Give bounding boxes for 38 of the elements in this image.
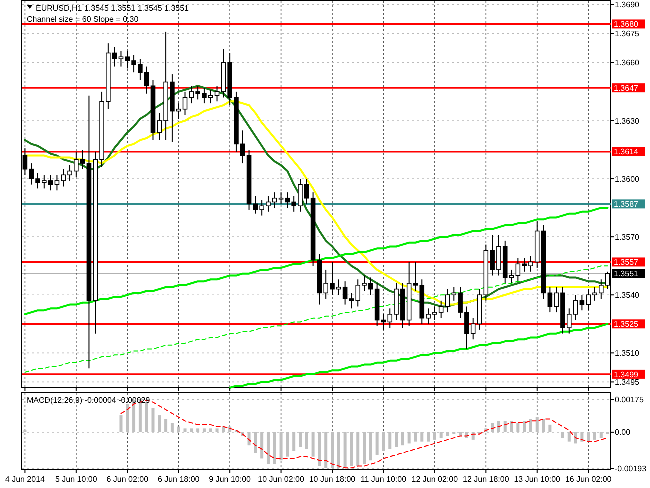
chart-title: MACD(12,26,9) -0.00004 -0.00029 bbox=[27, 396, 151, 405]
y-tick-label: 1.3675 bbox=[615, 30, 640, 39]
x-tick-label: 11 Jun 10:00 bbox=[360, 475, 408, 484]
ref-line-label: 1.3614 bbox=[614, 148, 640, 157]
line-series bbox=[24, 207, 609, 316]
line-series bbox=[229, 323, 609, 389]
x-tick-label: 10 Jun 02:00 bbox=[258, 475, 305, 484]
ref-line-label: 1.3587 bbox=[614, 200, 640, 209]
x-tick-label: 10 Jun 18:00 bbox=[309, 475, 356, 484]
y-tick-label: 1.3510 bbox=[615, 348, 640, 358]
y-tick-label: 1.3630 bbox=[615, 116, 640, 126]
x-tick-label: 5 Jun 10:00 bbox=[56, 475, 98, 484]
x-tick-label: 12 Jun 18:00 bbox=[463, 475, 510, 484]
y-tick-label: 0.00175 bbox=[615, 395, 644, 404]
x-tick-label: 4 Jun 2014 bbox=[5, 475, 46, 484]
ref-line-label: 1.3525 bbox=[614, 320, 640, 329]
ref-line-label: 1.3551 bbox=[614, 270, 640, 279]
ref-line-label: 1.3680 bbox=[614, 20, 640, 30]
x-tick-label: 13 Jun 10:00 bbox=[514, 475, 562, 484]
ref-line-label: 1.3647 bbox=[614, 84, 640, 93]
y-tick-label: 1.3660 bbox=[615, 58, 640, 68]
y-tick-label: 1.3570 bbox=[615, 232, 640, 242]
y-tick-label: 1.3495 bbox=[615, 378, 640, 387]
ref-line-label: 1.3557 bbox=[614, 258, 640, 268]
y-tick-label: 1.3690 bbox=[615, 0, 640, 10]
x-tick-label: 12 Jun 02:00 bbox=[412, 475, 459, 484]
y-tick-label: 1.3600 bbox=[615, 174, 640, 184]
line-series bbox=[24, 266, 608, 374]
ref-line-label: 1.3499 bbox=[614, 370, 640, 380]
x-tick-label: 16 Jun 02:00 bbox=[565, 475, 612, 484]
y-tick-label: 1.3540 bbox=[615, 290, 640, 300]
x-tick-label: 9 Jun 10:00 bbox=[209, 475, 252, 484]
y-tick-label: 0.00 bbox=[615, 428, 632, 438]
y-tick-label: -0.00193 bbox=[615, 464, 648, 474]
x-tick-label: 6 Jun 02:00 bbox=[106, 475, 150, 484]
text: Channel size = 60 Slope = 0.30 bbox=[27, 15, 140, 24]
chart-title: EURUSD,H1 1.3545 1.3551 1.3545 1.3551 bbox=[36, 4, 190, 13]
x-tick-label: 6 Jun 18:00 bbox=[158, 475, 200, 484]
